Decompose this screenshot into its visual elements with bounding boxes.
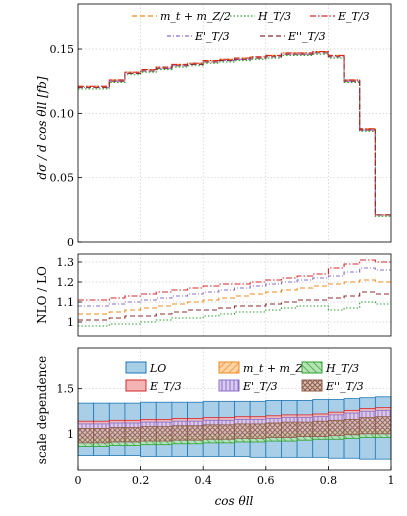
panel2-ytick-label-0: 1 [67, 316, 74, 329]
panel1-legend-label-1: H_T/3 [257, 10, 291, 23]
scale-dependence-panel: scale dependence 1 1.5 0 0.2 0.4 0.6 0.8 1 cos… [35, 347, 395, 508]
panel2-series [78, 259, 391, 327]
ratio-panel: NLO / LO 1 1.1 1.2 1.3 [35, 253, 392, 337]
panel2-ytick-label-3: 1.3 [57, 256, 75, 269]
xtick-label-4: 0.8 [320, 474, 338, 487]
band-5-bin-19 [374, 416, 392, 435]
panel1-series-line-1 [78, 53, 391, 217]
xtick-label-5: 1 [388, 474, 395, 487]
panel1-ytick-label-2: 0.10 [50, 107, 75, 120]
panel2-ytick-label-1: 1.1 [57, 296, 75, 309]
band-5-bin-7 [187, 425, 204, 441]
panel2-ytick-label-2: 1.2 [57, 276, 75, 289]
band-5-bin-8 [202, 424, 220, 440]
band-5-bin-5 [155, 426, 173, 442]
band-5-bin-6 [171, 425, 188, 441]
band-5-bin-2 [108, 427, 126, 443]
panel1-ytick-label-1: 0.05 [50, 172, 75, 185]
panel3-legend-label-5: E''_T/3 [325, 380, 364, 393]
panel3-legend-swatch-1 [218, 361, 240, 374]
panel3-legend-label-1: m_t + m_Z/2 [243, 362, 314, 375]
x-axis-label: cos θll [215, 494, 254, 508]
band-5-bin-11 [249, 423, 267, 439]
panel1-frame [77, 3, 392, 243]
band-5-bin-4 [140, 426, 157, 442]
panel3-xticks: 0 0.2 0.4 0.6 0.8 1 [75, 466, 395, 487]
panel3-legend-label-0: LO [149, 362, 166, 375]
band-5-bin-0 [77, 428, 95, 444]
panel3-bands [77, 396, 392, 460]
panel3-legend: LO m_t + m_Z/2 H_T/3 E_T/3 E'_T/3 E''_T/3 [125, 361, 364, 393]
panel1-legend-label-2: E_T/3 [337, 10, 370, 23]
panel2-series-line-2 [78, 259, 391, 301]
band-5-bin-17 [343, 418, 361, 436]
panel3-legend-label-2: H_T/3 [325, 362, 359, 375]
panel1-legend-label-4: E''_T/3 [287, 30, 326, 43]
panel2-frame [77, 253, 392, 337]
panel3-ytick-label-1: 1.5 [57, 383, 75, 396]
panel3-legend-swatch-2 [301, 361, 323, 374]
panel3-legend-swatch-4 [218, 379, 240, 392]
panel1-ytick-label-0: 0 [67, 236, 74, 249]
panel2-series-line-1 [78, 301, 391, 327]
band-5-bin-15 [312, 420, 329, 437]
band-5-bin-3 [124, 427, 141, 443]
panel1-legend-label-0: m_t + m_Z/2 [160, 10, 231, 23]
panel2-ylabel: NLO / LO [35, 266, 49, 324]
panel3-ylabel: scale dependence [35, 356, 49, 464]
band-5-bin-9 [218, 424, 235, 440]
panel1-legend-label-3: E'_T/3 [194, 30, 230, 43]
panel2-series-line-4 [78, 291, 391, 321]
band-5-bin-16 [327, 419, 345, 437]
panel1-grid [78, 4, 391, 243]
cross-section-panel: dσ / d cos θll [fb] 0 0.05 0.10 0.15 m_t + … [35, 3, 392, 249]
xtick-label-2: 0.4 [194, 474, 212, 487]
band-5-bin-12 [265, 422, 282, 438]
xtick-label-0: 0 [75, 474, 82, 487]
band-5-bin-13 [281, 421, 298, 438]
panel2-yticks: 1 1.1 1.2 1.3 [57, 256, 82, 329]
panel1-legend: m_t + m_Z/2 H_T/3 E_T/3 E'_T/3 E''_T/3 [132, 10, 370, 43]
panel1-series [78, 51, 391, 217]
xtick-label-1: 0.2 [132, 474, 150, 487]
panel3-legend-swatch-5 [301, 379, 323, 392]
panel3-ytick-label-0: 1 [67, 428, 74, 441]
panel3-frame [77, 347, 392, 471]
panel3-legend-swatch-3 [125, 379, 147, 392]
panel3-legend-label-4: E'_T/3 [242, 380, 278, 393]
panel3-legend-swatch-0 [125, 361, 147, 374]
panel2-series-line-3 [78, 267, 391, 307]
band-5-bin-10 [234, 423, 251, 439]
panel1-yticks: 0 0.05 0.10 0.15 [50, 43, 82, 249]
band-5-bin-1 [93, 428, 110, 444]
panel1-ytick-label-3: 0.15 [50, 43, 75, 56]
xtick-label-3: 0.6 [257, 474, 275, 487]
panel1-series-line-4 [78, 52, 391, 216]
band-5-bin-18 [359, 417, 376, 435]
band-5-bin-14 [296, 421, 314, 437]
panel1-ylabel: dσ / d cos θll [fb] [35, 76, 49, 179]
panel2-series-line-0 [78, 279, 391, 315]
panel3-legend-label-3: E_T/3 [149, 380, 182, 393]
